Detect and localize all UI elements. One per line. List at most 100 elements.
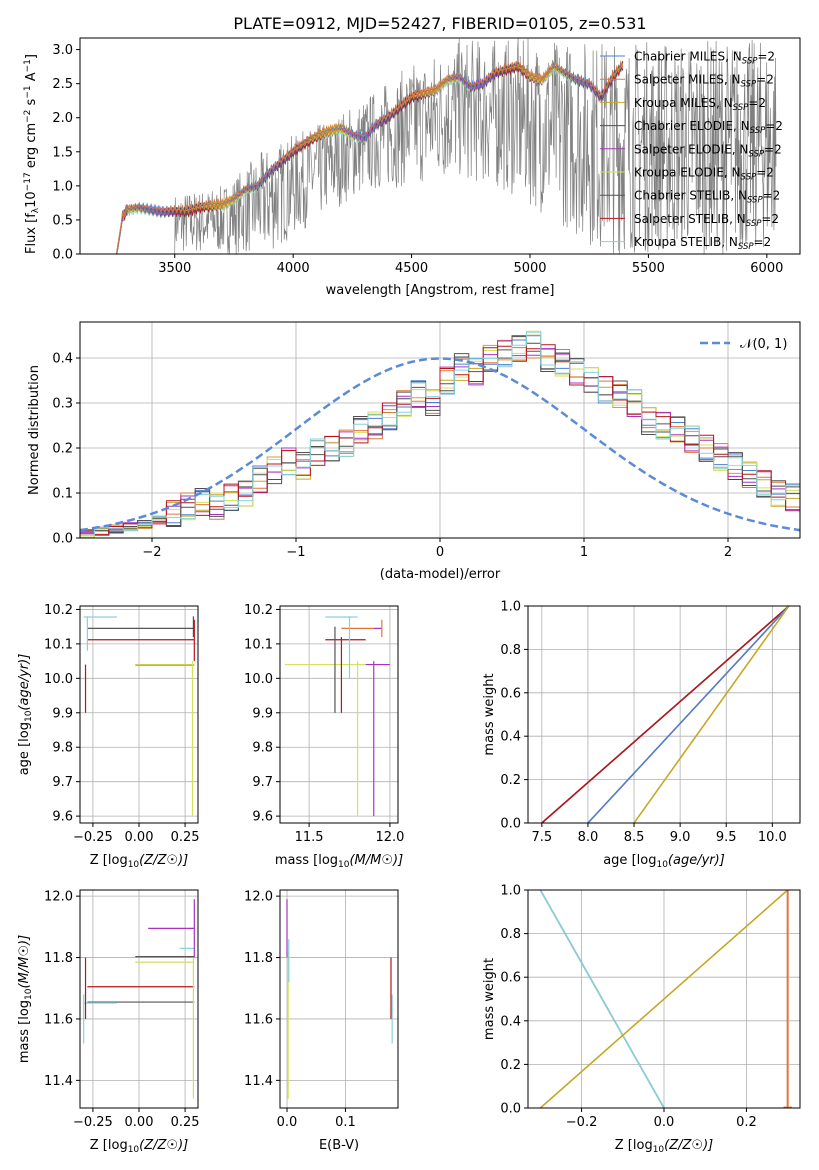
y-tick-label: 11.6 [244,1012,273,1027]
age-vs-mass-plot [284,616,390,817]
y-tick-label: 0.4 [52,352,73,367]
cumulative-kroupa_miles-line [539,890,789,1108]
legend-label: Chabrier ELODIE, NSSP=2 [634,119,783,136]
residual-histogram-plot [80,330,800,538]
y-tick-label: 11.6 [44,1012,73,1027]
spectrum-axes: 3500 4000 4500 5000 5500 6000 0.0 0.5 1.0 1.5 2.0 2… [52,37,801,276]
normal-distribution-curve [80,357,800,532]
y-tick-label: 1.5 [52,145,73,160]
x-tick-label: 4000 [277,261,310,276]
x-tick-label: 0 [436,545,444,560]
x-tick-label: 0.2 [736,1115,757,1130]
y-tick-label: 0.6 [500,686,521,701]
histogram-chabrier_stelib-step [80,336,800,534]
residual-histogram-axes: −2 −1 0 1 2 0.0 0.1 0.2 0.3 0.4 [52,321,801,560]
axes-frame [279,605,399,824]
age-vs-mass-axes: 11.5 12.0 9.6 9.7 9.8 9.9 10.0 10.1 10.2 [244,603,404,845]
mass-vs-metallicity-plot [83,899,195,1099]
y-tick-label: 0.0 [500,817,521,832]
legend-label: Chabrier MILES, NSSP=2 [634,50,775,67]
y-tick-label: 0.8 [500,643,521,658]
x-tick-label: 5500 [632,261,665,276]
y-tick-label: 0.1 [52,487,73,502]
y-axis-label: mass weight [482,958,497,1040]
axes-frame [279,889,399,1109]
x-tick-label: 10.0 [758,830,787,845]
x-tick-label: −0.25 [73,830,113,845]
x-tick-label: 0.00 [125,1115,154,1130]
y-tick-label: 1.0 [52,179,73,194]
mass-vs-extinction-axes: 0.0 0.1 11.4 11.6 11.8 12.0 [244,889,399,1130]
legend-label: Kroupa STELIB, NSSP=2 [634,235,771,252]
y-tick-label: 3.0 [52,43,73,58]
y-tick-label: 0.0 [52,248,73,263]
x-tick-label: 0.25 [171,830,200,845]
y-tick-label: 0.8 [500,927,521,942]
y-tick-label: 9.9 [52,706,73,721]
x-tick-label: 5000 [513,261,546,276]
y-tick-label: 0.2 [52,442,73,457]
x-axis-label: wavelength [Angstrom, rest frame] [326,283,555,298]
x-axis-label: mass [log10(M/M☉)] [275,853,403,870]
y-tick-label: 0.4 [500,1014,521,1029]
y-tick-label: 2.0 [52,111,73,126]
y-tick-label: 9.7 [52,775,73,790]
y-tick-label: 1.0 [500,600,521,615]
x-tick-label: 1 [580,545,588,560]
y-tick-label: 0.0 [500,1102,521,1117]
x-axis-label: age [log10(age/yr)] [603,853,725,870]
cumulative-mass-weight-metallicity-axes: −0.2 0.0 0.2 0.0 0.2 0.4 0.6 0.8 1.0 [500,884,801,1130]
y-tick-label: 0.4 [500,730,521,745]
cumulative-mass-weight-metallicity-plot [539,890,792,1108]
x-tick-label: 0.00 [125,830,154,845]
x-axis-label: (data-model)/error [380,567,501,582]
y-tick-label: 9.8 [52,741,73,756]
y-tick-label: 0.0 [52,532,73,547]
x-tick-label: −2 [142,545,161,560]
spectrum-plot [116,38,777,254]
histogram-salpeter_elodie-step [80,340,800,536]
x-axis-label: Z [log10(Z/Z☉)] [90,1138,188,1155]
y-tick-label: 12.0 [244,890,273,905]
y-tick-label: 10.2 [244,603,273,618]
y-tick-label: 0.3 [52,397,73,412]
y-tick-label: 11.4 [244,1074,273,1089]
cumulative-kroupa_miles-line [633,606,790,823]
age-vs-metallicity-axes: −0.25 0.00 0.25 9.6 9.7 9.8 9.9 10.0 10.1 10.2 [44,603,200,845]
legend-label: Salpeter STELIB, NSSP=2 [634,212,779,229]
legend-label: 𝒩(0, 1) [740,337,787,352]
observed-spectrum-line [174,38,777,254]
x-axis-label: Z [log10(Z/Z☉)] [615,1138,713,1155]
y-tick-label: 10.2 [44,603,73,618]
cumulative-chabrier_miles-line [587,606,790,823]
x-tick-label: −1 [286,545,305,560]
x-tick-label: −0.25 [73,1115,113,1130]
y-tick-label: 10.1 [44,637,73,652]
x-tick-label: 0.1 [335,1115,356,1130]
y-tick-label: 0.2 [500,1058,521,1073]
mass-vs-extinction-plot [286,899,393,1099]
x-tick-label: 4500 [395,261,428,276]
y-tick-label: 10.0 [244,672,273,687]
y-tick-label: 10.1 [244,637,273,652]
y-tick-label: 11.8 [44,951,73,966]
axes-frame [527,605,801,824]
x-tick-label: 0.0 [654,1115,675,1130]
y-tick-label: 9.6 [52,810,73,825]
cumulative-mass-weight-age-axes: 7.5 8.0 8.5 9.0 9.5 10.0 0.0 0.2 0.4 0.6 0.8 1.0 [500,600,801,845]
x-tick-label: 9.0 [670,830,691,845]
legend-label: Salpeter ELODIE, NSSP=2 [634,142,782,159]
cumulative-kroupa_stelib-line [539,890,665,1108]
y-axis-label: mass [log10(M/M☉)] [17,935,34,1063]
legend-label: Salpeter MILES, NSSP=2 [634,73,774,90]
x-tick-label: 6000 [750,261,783,276]
x-tick-label: 8.0 [578,830,599,845]
y-tick-label: 9.7 [252,775,273,790]
y-tick-label: 1.0 [500,884,521,899]
x-tick-label: 0.0 [277,1115,298,1130]
legend-label: Chabrier STELIB, NSSP=2 [634,189,780,206]
legend-label: Kroupa ELODIE, NSSP=2 [634,166,774,183]
y-tick-label: 12.0 [44,890,73,905]
